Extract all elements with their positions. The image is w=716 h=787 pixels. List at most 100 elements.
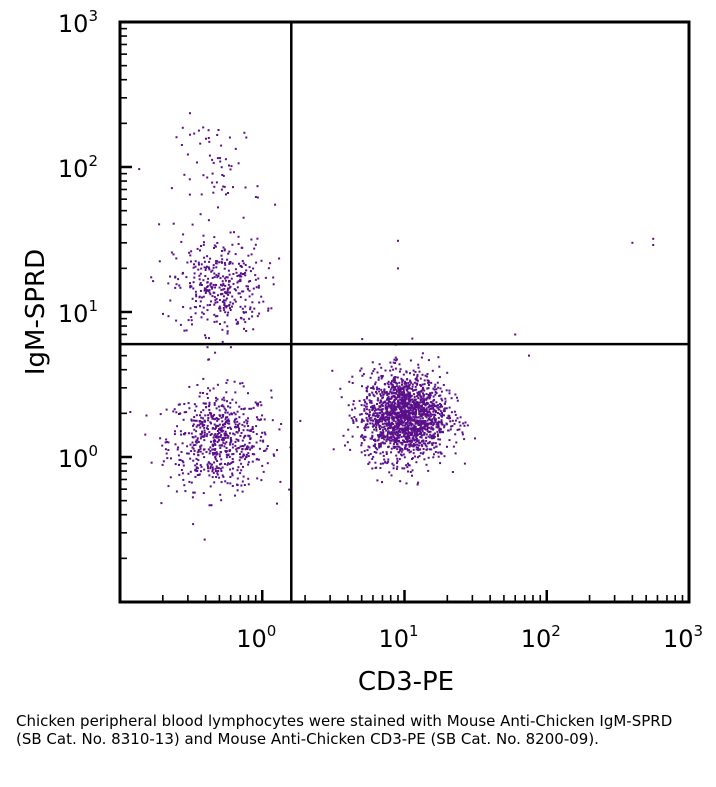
event-dot xyxy=(390,386,393,389)
event-dot xyxy=(416,382,419,385)
event-dot xyxy=(374,438,376,441)
event-dot xyxy=(373,368,376,371)
event-dot xyxy=(231,295,234,298)
event-dot xyxy=(371,434,374,437)
event-dot xyxy=(220,499,223,502)
tick-exponent: 0 xyxy=(267,622,277,640)
event-dot xyxy=(224,418,227,421)
event-dot xyxy=(418,427,421,430)
event-dot xyxy=(378,436,381,439)
event-dot xyxy=(234,494,236,497)
event-dot xyxy=(370,400,373,403)
event-dot xyxy=(379,405,382,408)
event-dot xyxy=(367,454,370,457)
event-dot xyxy=(374,440,377,443)
event-dot xyxy=(382,393,385,396)
event-dot xyxy=(214,448,217,450)
event-dot xyxy=(161,463,164,466)
event-dot xyxy=(188,480,191,483)
event-dot xyxy=(238,416,241,419)
event-dot xyxy=(438,413,441,416)
event-dot xyxy=(197,449,200,451)
event-dot xyxy=(215,417,218,419)
event-dot xyxy=(192,444,195,447)
event-dot xyxy=(245,455,248,458)
event-dot xyxy=(223,434,226,437)
event-dot xyxy=(239,382,242,385)
event-dot xyxy=(167,282,170,285)
event-dot xyxy=(253,453,256,456)
event-dot xyxy=(218,261,221,264)
event-dot xyxy=(413,373,415,376)
event-dot xyxy=(421,410,423,413)
event-dot xyxy=(406,393,409,396)
event-dot xyxy=(409,444,412,447)
event-dot xyxy=(389,400,392,403)
event-dot xyxy=(380,377,383,380)
event-dot xyxy=(260,295,263,298)
event-dot xyxy=(418,448,421,451)
event-dot xyxy=(425,423,428,425)
event-dot xyxy=(387,402,390,405)
event-dot xyxy=(215,436,218,439)
event-dot xyxy=(270,396,273,399)
event-dot xyxy=(419,413,421,416)
event-dot xyxy=(405,389,408,392)
event-dot xyxy=(250,253,253,256)
event-dot xyxy=(395,467,398,470)
event-dot xyxy=(425,408,428,411)
event-dot xyxy=(418,411,421,414)
event-dot xyxy=(393,428,396,431)
event-dot xyxy=(227,287,230,290)
event-dot xyxy=(216,419,219,422)
event-dot xyxy=(235,417,238,420)
event-dot xyxy=(259,439,262,442)
event-dot xyxy=(234,289,237,292)
event-dot xyxy=(432,395,435,398)
event-dot xyxy=(226,330,229,333)
event-dot xyxy=(216,315,219,318)
event-dot xyxy=(385,429,388,432)
event-dot xyxy=(227,435,230,438)
event-dot xyxy=(225,421,227,423)
event-dot xyxy=(360,421,363,424)
event-dot xyxy=(255,433,258,436)
event-dot xyxy=(215,284,218,287)
event-dot xyxy=(436,430,439,433)
event-dot xyxy=(173,408,176,411)
event-dot xyxy=(240,408,243,410)
event-dot xyxy=(433,417,436,420)
event-dot xyxy=(433,385,436,388)
event-dot xyxy=(179,459,182,461)
event-dot xyxy=(249,308,252,311)
event-dot xyxy=(392,417,395,420)
event-dot xyxy=(405,417,408,420)
event-dot xyxy=(194,265,197,268)
event-dot xyxy=(381,404,384,407)
event-dot xyxy=(419,384,422,386)
y-tick-label: 100 xyxy=(58,442,98,473)
event-dot xyxy=(409,439,411,442)
event-dot xyxy=(242,465,244,468)
event-dot xyxy=(222,174,225,177)
event-dot xyxy=(384,404,387,407)
event-dot xyxy=(421,417,424,420)
event-dot xyxy=(429,392,432,395)
tick-base: 10 xyxy=(58,445,89,473)
event-dot xyxy=(189,133,191,136)
event-dot xyxy=(233,411,236,414)
event-dot xyxy=(378,405,381,408)
event-dot xyxy=(197,129,200,132)
event-dot xyxy=(378,412,381,414)
event-dot xyxy=(216,157,219,160)
event-dot xyxy=(397,445,400,448)
tick-exponent: 1 xyxy=(88,297,98,315)
event-dot xyxy=(160,502,163,505)
event-dot xyxy=(415,401,418,404)
event-dot xyxy=(241,448,244,451)
event-dot xyxy=(420,356,423,359)
event-dot xyxy=(386,405,389,408)
event-dot xyxy=(437,386,440,389)
event-dot xyxy=(429,405,432,408)
event-dot xyxy=(399,368,402,371)
